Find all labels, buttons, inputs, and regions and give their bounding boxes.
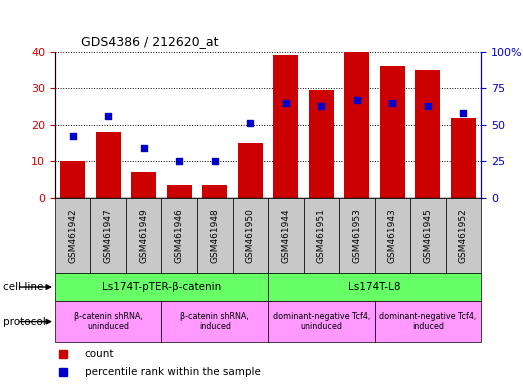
Bar	[55, 301, 162, 342]
Bar	[55, 273, 268, 301]
Bar	[415, 70, 440, 198]
Text: cell line: cell line	[3, 282, 43, 292]
Text: dominant-negative Tcf4,
induced: dominant-negative Tcf4, induced	[379, 312, 476, 331]
Bar	[90, 198, 126, 273]
Text: percentile rank within the sample: percentile rank within the sample	[85, 366, 260, 377]
Text: GSM461953: GSM461953	[353, 208, 361, 263]
Point	[69, 133, 77, 139]
Text: GSM461948: GSM461948	[210, 208, 219, 263]
Bar	[233, 198, 268, 273]
Bar	[374, 198, 410, 273]
Bar	[162, 301, 268, 342]
Bar	[126, 198, 162, 273]
Point	[175, 158, 184, 164]
Bar	[451, 118, 476, 198]
Text: GDS4386 / 212620_at: GDS4386 / 212620_at	[81, 35, 219, 48]
Point	[459, 110, 468, 116]
Text: GSM461945: GSM461945	[424, 208, 433, 263]
Bar	[131, 172, 156, 198]
Text: count: count	[85, 349, 114, 359]
Bar	[96, 132, 121, 198]
Point	[317, 103, 325, 109]
Point	[211, 158, 219, 164]
Bar	[345, 52, 369, 198]
Bar	[55, 198, 90, 273]
Point	[424, 103, 432, 109]
Text: GSM461947: GSM461947	[104, 208, 112, 263]
Bar	[374, 301, 481, 342]
Bar	[167, 185, 191, 198]
Bar	[238, 143, 263, 198]
Bar	[303, 198, 339, 273]
Point	[388, 100, 396, 106]
Bar	[309, 90, 334, 198]
Text: GSM461952: GSM461952	[459, 208, 468, 263]
Text: GSM461944: GSM461944	[281, 208, 290, 263]
Bar	[197, 198, 233, 273]
Point	[140, 145, 148, 151]
Bar	[202, 185, 227, 198]
Bar	[268, 198, 303, 273]
Text: GSM461946: GSM461946	[175, 208, 184, 263]
Text: dominant-negative Tcf4,
uninduced: dominant-negative Tcf4, uninduced	[272, 312, 370, 331]
Bar	[268, 301, 374, 342]
Bar	[274, 56, 298, 198]
Text: GSM461950: GSM461950	[246, 208, 255, 263]
Bar	[380, 66, 405, 198]
Point	[104, 113, 112, 119]
Text: GSM461951: GSM461951	[317, 208, 326, 263]
Point	[246, 120, 255, 126]
Text: GSM461943: GSM461943	[388, 208, 397, 263]
Text: Ls174T-L8: Ls174T-L8	[348, 282, 401, 292]
Text: Ls174T-pTER-β-catenin: Ls174T-pTER-β-catenin	[102, 282, 221, 292]
Text: GSM461949: GSM461949	[139, 208, 148, 263]
Bar	[339, 198, 374, 273]
Text: β-catenin shRNA,
uninduced: β-catenin shRNA, uninduced	[74, 312, 143, 331]
Bar	[60, 161, 85, 198]
Point	[353, 97, 361, 103]
Bar	[410, 198, 446, 273]
Text: β-catenin shRNA,
induced: β-catenin shRNA, induced	[180, 312, 249, 331]
Bar	[162, 198, 197, 273]
Text: protocol: protocol	[3, 316, 46, 327]
Point	[281, 100, 290, 106]
Text: GSM461942: GSM461942	[68, 208, 77, 263]
Bar	[268, 273, 481, 301]
Bar	[446, 198, 481, 273]
